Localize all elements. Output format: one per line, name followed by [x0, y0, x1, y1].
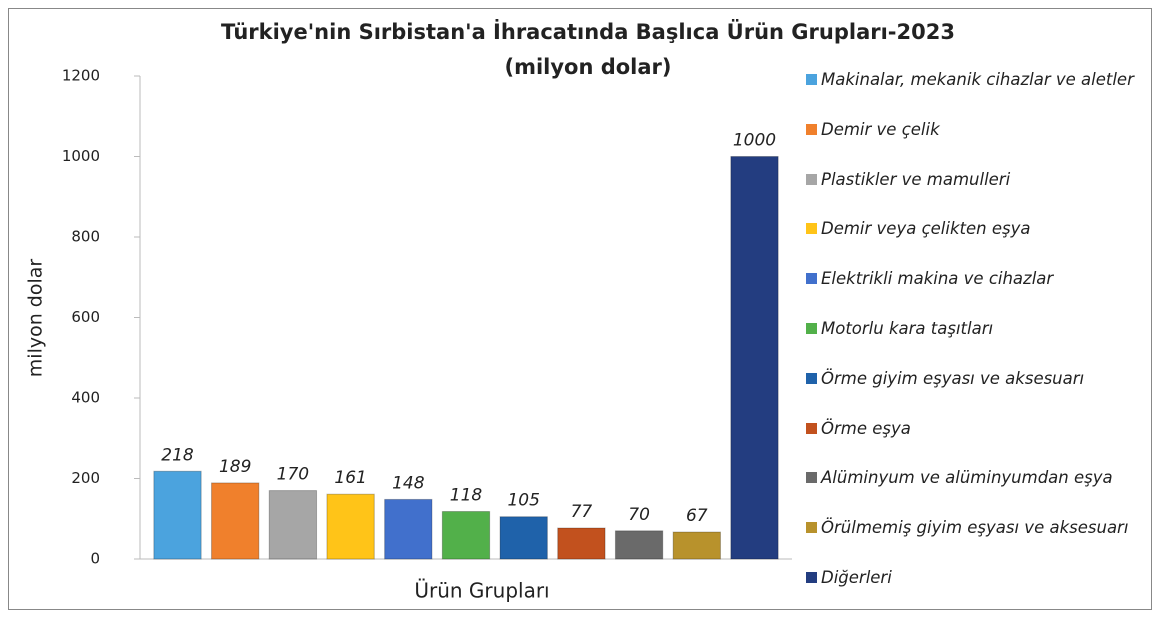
legend-label: Demir ve çelik: [821, 119, 940, 139]
legend-label: Plastikler ve mamulleri: [821, 169, 1011, 189]
legend-swatch: [806, 372, 817, 384]
chart-title: Türkiye'nin Sırbistan'a İhracatında Başl…: [221, 19, 955, 44]
bar: [614, 530, 664, 560]
data-label: 77: [571, 502, 593, 522]
y-tick-label: 0: [90, 550, 100, 568]
y-tick-label: 200: [71, 469, 100, 487]
y-tick-label: 800: [71, 228, 100, 246]
y-tick-label: 1200: [62, 67, 100, 85]
x-axis-label: Ürün Grupları: [414, 579, 549, 603]
bar: [730, 156, 779, 560]
legend-label: Örülmemiş giyim eşyası ve aksesuarı: [821, 518, 1129, 538]
legend-swatch: [806, 422, 817, 434]
bar: [557, 527, 606, 560]
legend-item: Alüminyum ve alüminyumdan eşya: [806, 467, 1151, 489]
legend-label: Örme giyim eşyası ve aksesuarı: [821, 368, 1085, 388]
legend-item: Makinalar, mekanik cihazlar ve aletler: [806, 69, 1151, 91]
data-label: 148: [392, 473, 425, 493]
legend-swatch: [806, 572, 817, 583]
bar: [153, 470, 202, 560]
legend-swatch: [806, 123, 817, 135]
legend-item: Örme eşya: [806, 418, 1151, 440]
y-tick-label: 1000: [62, 147, 100, 165]
legend-swatch: [806, 472, 817, 484]
y-axis-label: milyon dolar: [25, 259, 47, 378]
legend-label: Örme eşya: [821, 418, 911, 438]
legend-label: Diğerleri: [821, 568, 892, 587]
bar: [672, 531, 721, 560]
legend-swatch: [806, 522, 817, 534]
legend-item: Demir veya çelikten eşya: [806, 218, 1151, 240]
bar: [211, 482, 260, 560]
y-tick-label: 400: [71, 389, 100, 407]
data-label: 189: [219, 457, 251, 477]
legend-label: Demir veya çelikten eşya: [821, 219, 1031, 239]
bar: [499, 516, 548, 560]
legend-swatch: [806, 273, 817, 285]
legend-item: Diğerleri: [806, 567, 1151, 589]
data-label: 1000: [733, 131, 776, 151]
data-label: 105: [507, 491, 539, 511]
data-label: 218: [161, 445, 194, 465]
chart-subtitle: (milyon dolar): [504, 55, 671, 79]
legend-label: Alüminyum ve alüminyumdan eşya: [821, 468, 1113, 488]
legend-swatch: [806, 323, 817, 334]
bar: [384, 498, 433, 560]
data-label: 70: [628, 505, 650, 525]
bar: [441, 511, 491, 560]
legend-item: Örülmemiş giyim eşyası ve aksesuarı: [806, 517, 1151, 539]
data-label: 118: [450, 486, 483, 506]
data-label: 161: [334, 468, 366, 488]
legend-item: Plastikler ve mamulleri: [806, 169, 1151, 191]
legend-item: Motorlu kara taşıtları: [806, 318, 1151, 340]
chart-frame: [8, 8, 1152, 610]
legend-label: Makinalar, mekanik cihazlar ve aletler: [821, 70, 1134, 89]
legend-swatch: [806, 74, 817, 85]
legend-swatch: [806, 223, 817, 235]
legend-label: Motorlu kara taşıtları: [821, 319, 994, 338]
legend-item: Demir ve çelik: [806, 119, 1151, 141]
data-label: 170: [277, 465, 309, 485]
legend-item: Elektrikli makina ve cihazlar: [806, 268, 1151, 290]
legend-label: Elektrikli makina ve cihazlar: [821, 269, 1054, 289]
bar: [268, 490, 318, 560]
legend-swatch: [806, 173, 817, 185]
legend-item: Örme giyim eşyası ve aksesuarı: [806, 368, 1151, 390]
data-label: 67: [686, 506, 708, 526]
y-tick-label: 600: [71, 308, 100, 326]
bar: [326, 493, 375, 560]
